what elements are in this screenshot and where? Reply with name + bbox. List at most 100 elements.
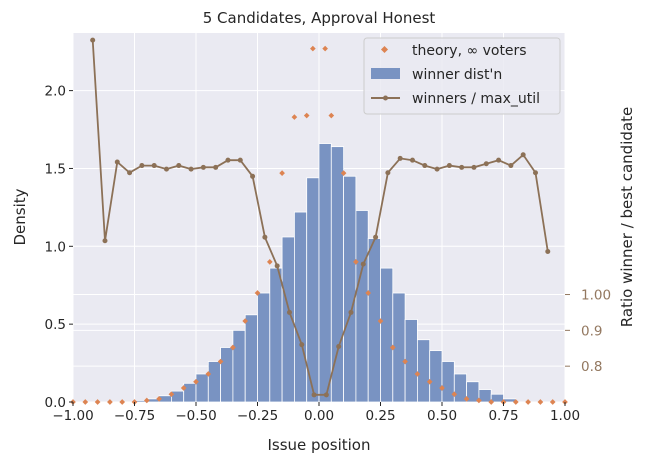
theory-point bbox=[365, 290, 372, 296]
histogram-bars bbox=[134, 143, 517, 403]
ratio-point bbox=[409, 157, 415, 163]
histogram-bar bbox=[269, 267, 283, 403]
ratio-point bbox=[520, 152, 526, 158]
histogram-bar bbox=[232, 329, 246, 403]
ratio-point bbox=[237, 157, 243, 163]
y-tick-label: 1.0 bbox=[45, 239, 66, 255]
theory-point bbox=[119, 399, 126, 405]
y-tick-label: 0.5 bbox=[45, 317, 66, 333]
theory-point bbox=[549, 399, 556, 405]
theory-point bbox=[537, 399, 544, 405]
ratio-point bbox=[311, 392, 317, 398]
ratio-point bbox=[163, 166, 169, 172]
ratio-point bbox=[336, 343, 342, 349]
y-axis-label: Density bbox=[11, 188, 29, 245]
ratio-point bbox=[422, 163, 428, 169]
theory-point bbox=[107, 399, 113, 405]
x-tick-label: 1.00 bbox=[550, 408, 580, 424]
ratio-point bbox=[188, 166, 194, 172]
theory-point bbox=[82, 399, 89, 405]
histogram-bar bbox=[318, 143, 332, 403]
ratio-point bbox=[274, 263, 280, 269]
ratio-point bbox=[483, 161, 489, 167]
ratio-point bbox=[90, 37, 96, 43]
theory-point bbox=[377, 318, 384, 324]
legend-ratio-label: winners / max_util bbox=[412, 91, 540, 107]
y-tick-label: 0.0 bbox=[45, 395, 66, 411]
histogram-bar bbox=[330, 146, 344, 403]
theory-point bbox=[303, 112, 310, 119]
axes: −1.00 −0.75 −0.50 −0.25 0.00 0.25 0.50 0.75 1.00… bbox=[45, 84, 612, 424]
theory-point bbox=[439, 385, 445, 391]
legend-ratio-marker bbox=[383, 95, 388, 101]
theory-point bbox=[254, 290, 261, 296]
theory-point bbox=[180, 385, 187, 391]
histogram-bar bbox=[183, 382, 197, 403]
theory-point bbox=[94, 399, 101, 405]
ratio-point bbox=[323, 392, 329, 398]
theory-point bbox=[168, 391, 175, 398]
x-tick-label: 0.75 bbox=[488, 408, 518, 424]
ratio-point bbox=[225, 157, 231, 163]
legend-theory-label: theory, ∞ voters bbox=[412, 43, 527, 59]
theory-point bbox=[242, 318, 249, 324]
theory-point bbox=[525, 399, 531, 405]
x-tick-label: 0.00 bbox=[304, 408, 334, 424]
legend-hist-swatch bbox=[371, 68, 400, 79]
histogram-bar bbox=[306, 177, 320, 403]
ratio-point bbox=[545, 249, 551, 255]
histogram-bar bbox=[195, 373, 209, 403]
theory-point bbox=[402, 358, 408, 365]
x-tick-label: 0.25 bbox=[365, 408, 395, 424]
ratio-point bbox=[200, 164, 206, 170]
theory-point bbox=[389, 344, 396, 351]
ratio-point bbox=[459, 164, 465, 170]
theory-point bbox=[340, 170, 347, 176]
ratio-point bbox=[496, 157, 502, 163]
theory-point bbox=[291, 114, 298, 120]
theory-point bbox=[230, 344, 236, 351]
theory-point bbox=[512, 399, 519, 405]
theory-point bbox=[217, 358, 224, 365]
ratio-point bbox=[262, 234, 268, 240]
theory-point bbox=[328, 112, 335, 119]
histogram-bar bbox=[429, 350, 443, 403]
x-tick-label: −0.25 bbox=[237, 408, 278, 424]
histogram-bar bbox=[220, 347, 234, 403]
legend-box bbox=[363, 37, 561, 115]
theory-point bbox=[476, 397, 482, 404]
ratio-point bbox=[532, 170, 538, 176]
right-axis-label: Ratio winner / best candidate bbox=[618, 107, 636, 327]
ratio-point bbox=[213, 164, 219, 170]
y2-tick-label: 1.00 bbox=[581, 288, 611, 304]
theory-point bbox=[353, 259, 359, 265]
ratio-point bbox=[348, 309, 354, 315]
x-axis-label: Issue position bbox=[268, 436, 371, 454]
ratio-point bbox=[114, 159, 120, 165]
theory-point bbox=[488, 399, 495, 405]
y2-tick-label: 0.9 bbox=[581, 323, 602, 339]
theory-point bbox=[205, 371, 212, 377]
histogram-bar bbox=[453, 373, 467, 403]
legend: theory, ∞ voters winner dist'n winners /… bbox=[363, 37, 561, 115]
x-tick-label: −0.75 bbox=[114, 408, 155, 424]
histogram-bar bbox=[416, 339, 431, 403]
ratio-point bbox=[176, 163, 182, 169]
theory-point bbox=[451, 391, 458, 398]
ratio-point bbox=[373, 234, 379, 240]
theory-point bbox=[143, 397, 150, 404]
histogram-bar bbox=[490, 393, 504, 403]
theory-point bbox=[426, 378, 433, 385]
chart-title: 5 Candidates, Approval Honest bbox=[203, 9, 436, 27]
theory-point bbox=[193, 378, 199, 385]
ratio-line bbox=[90, 37, 551, 398]
ratio-point bbox=[397, 155, 403, 161]
theory-point bbox=[463, 396, 470, 402]
histogram-bar bbox=[441, 361, 455, 403]
histogram-bar bbox=[170, 390, 185, 403]
histogram-bar bbox=[207, 361, 222, 403]
y-tick-label: 2.0 bbox=[45, 84, 66, 100]
ratio-point bbox=[139, 163, 145, 169]
ratio-point bbox=[250, 173, 256, 179]
